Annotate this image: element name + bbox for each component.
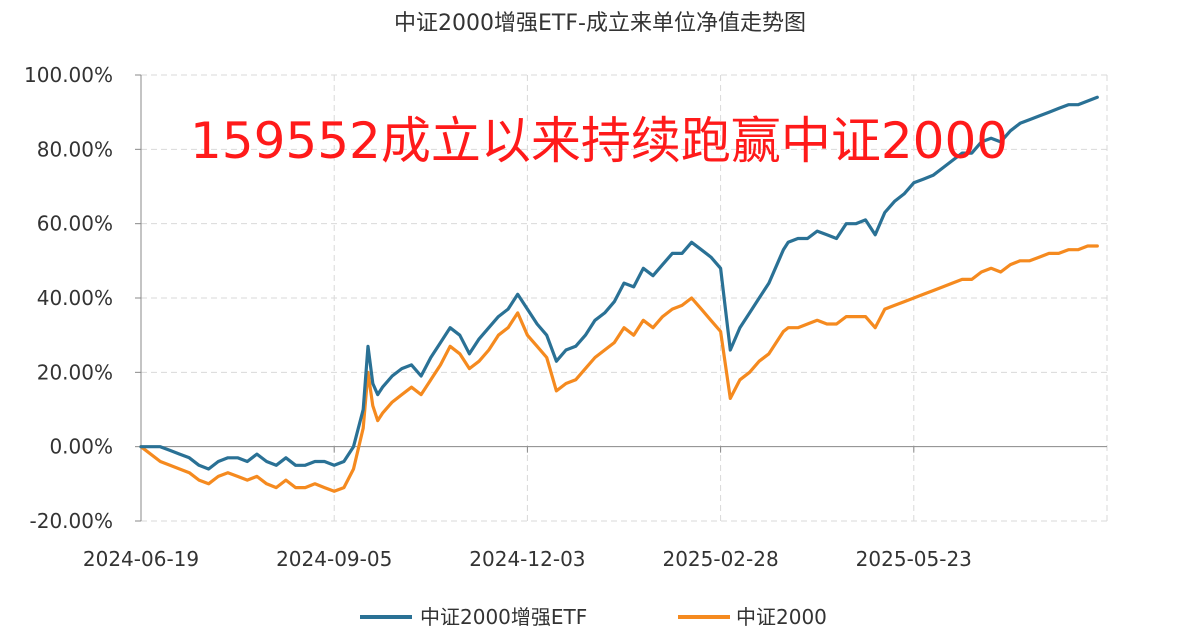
x-tick-label: 2025-02-28 — [662, 547, 778, 571]
series-lines — [139, 95, 1099, 493]
legend-label-etf: 中证2000增强ETF — [420, 605, 587, 629]
legend: 中证2000增强ETF 中证2000 — [360, 605, 827, 629]
grid-lines — [141, 74, 1108, 522]
y-tick-label: 0.00% — [49, 435, 113, 459]
x-tick-label: 2024-06-19 — [83, 547, 199, 571]
chart-annotation: 159552成立以来持续跑赢中证2000 — [190, 112, 1008, 170]
series-line-index — [139, 244, 1099, 493]
y-axis-ticks: 100.00% 80.00% 60.00% 40.00% 20.00% 0.00% -20.… — [24, 63, 141, 533]
y-tick-label: 40.00% — [37, 286, 113, 310]
chart-title: 中证2000增强ETF-成立来单位净值走势图 — [394, 11, 806, 36]
x-tick-label: 2024-09-05 — [276, 547, 392, 571]
y-tick-label: 80.00% — [37, 137, 113, 161]
legend-item-index: 中证2000 — [678, 605, 827, 629]
y-tick-label: 60.00% — [37, 212, 113, 236]
x-axis-ticks: 2024-06-19 2024-09-05 2024-12-03 2025-02-28… — [83, 446, 972, 571]
y-tick-label: 100.00% — [24, 63, 113, 87]
x-tick-label: 2024-12-03 — [469, 547, 585, 571]
x-tick-label: 2025-05-23 — [856, 547, 972, 571]
y-tick-label: 20.00% — [37, 360, 113, 384]
series-line-etf — [139, 95, 1099, 471]
y-tick-label: -20.00% — [30, 509, 113, 533]
legend-item-etf: 中证2000增强ETF — [360, 605, 587, 629]
legend-label-index: 中证2000 — [736, 605, 827, 629]
